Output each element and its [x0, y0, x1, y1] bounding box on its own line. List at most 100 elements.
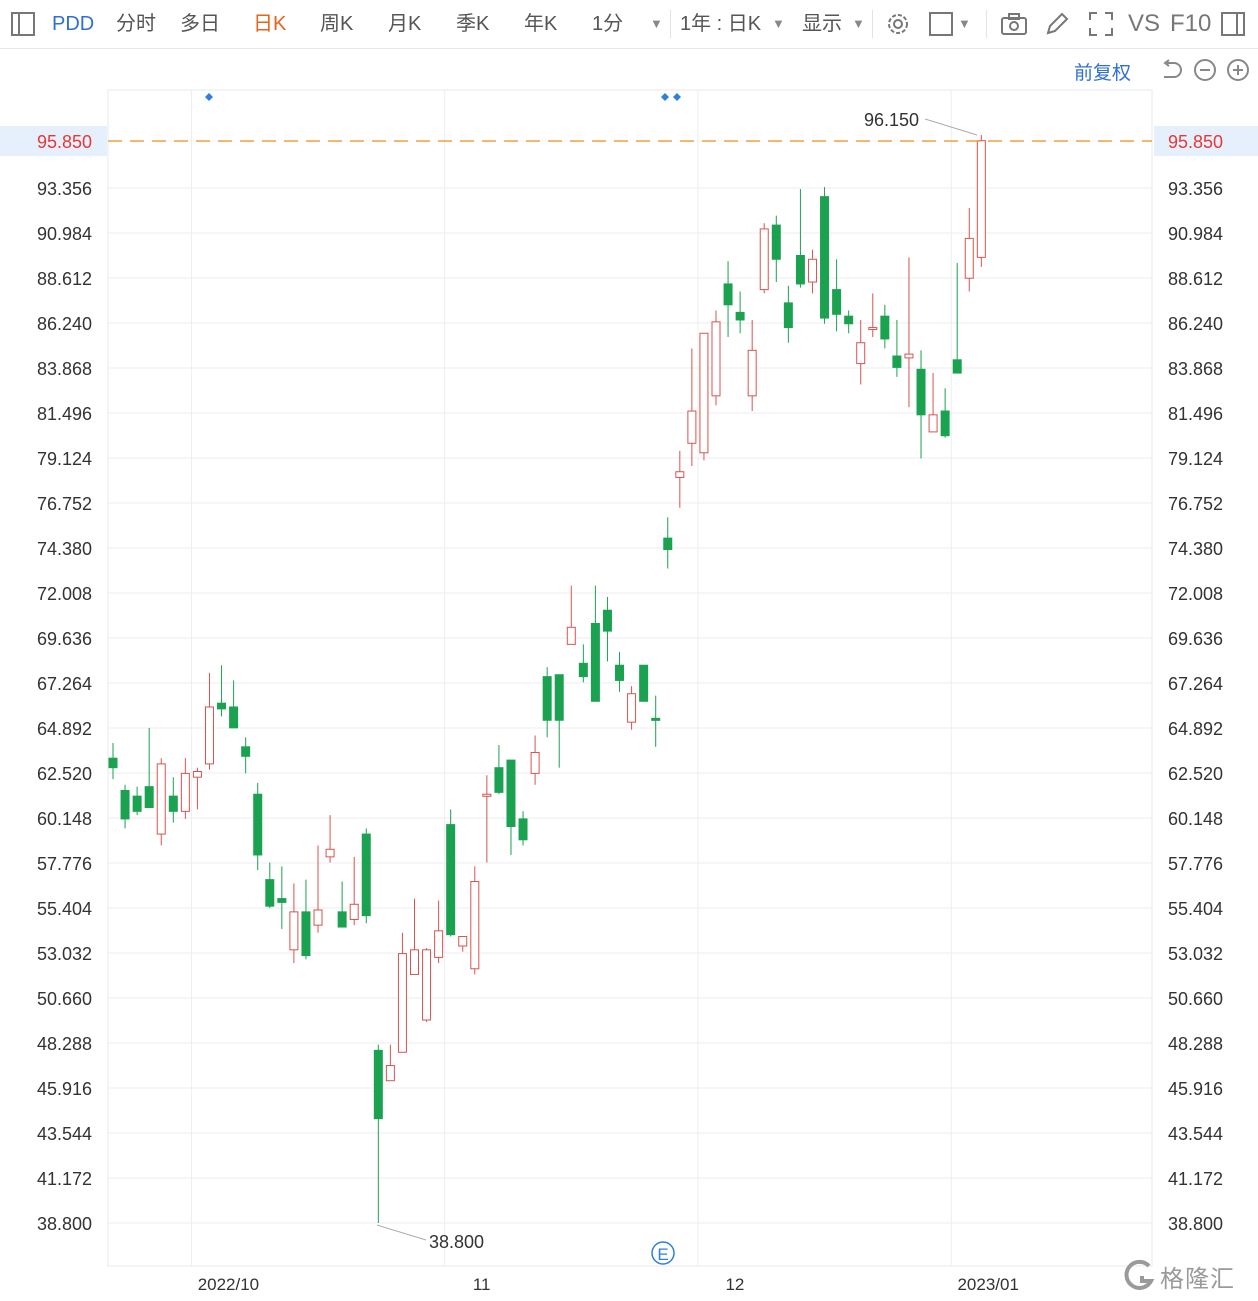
candle[interactable]	[289, 883, 299, 964]
tab-yearly-k[interactable]: 年K	[524, 13, 558, 35]
candle[interactable]	[120, 784, 130, 829]
candle[interactable]	[385, 1044, 395, 1082]
candle[interactable]	[916, 350, 926, 459]
camera-icon[interactable]	[1000, 0, 1028, 48]
candle[interactable]	[446, 809, 456, 937]
candle[interactable]	[313, 845, 323, 933]
candle[interactable]	[723, 261, 733, 338]
tab-monthly-k[interactable]: 月K	[388, 13, 422, 35]
tab-1-minute[interactable]: 1分	[592, 13, 624, 35]
candle[interactable]	[458, 936, 468, 952]
candle[interactable]	[554, 674, 564, 768]
undo-icon[interactable]	[1160, 58, 1184, 87]
candle[interactable]	[337, 881, 347, 928]
candle[interactable]	[783, 285, 793, 343]
candle[interactable]	[108, 743, 118, 780]
candle[interactable]	[217, 665, 227, 717]
candle[interactable]	[397, 932, 407, 1053]
candle[interactable]	[687, 348, 697, 467]
candle[interactable]	[506, 759, 516, 855]
candle[interactable]	[735, 291, 745, 334]
candle[interactable]	[156, 758, 166, 846]
candle[interactable]	[542, 667, 552, 738]
pencil-icon[interactable]	[1044, 0, 1070, 48]
chevron-down-icon[interactable]: ▼	[650, 16, 663, 31]
candle[interactable]	[578, 644, 588, 683]
candle[interactable]	[747, 319, 757, 412]
candle[interactable]	[880, 304, 890, 349]
candle[interactable]	[711, 310, 721, 406]
candle[interactable]	[952, 263, 962, 374]
adjust-mode-button[interactable]: 前复权	[1074, 63, 1132, 84]
gear-icon[interactable]	[884, 0, 912, 48]
candle[interactable]	[940, 388, 950, 438]
candle[interactable]	[675, 450, 685, 508]
candle[interactable]	[204, 672, 214, 770]
candle[interactable]	[301, 879, 311, 960]
candle[interactable]	[349, 856, 359, 926]
candle[interactable]	[663, 517, 673, 569]
candle[interactable]	[241, 737, 251, 774]
candle[interactable]	[976, 135, 986, 267]
chevron-down-icon[interactable]: ▼	[772, 16, 785, 31]
candle[interactable]	[832, 259, 842, 332]
zoom-in-icon[interactable]	[1226, 58, 1250, 87]
candle[interactable]	[229, 680, 239, 729]
tab-multi-day[interactable]: 多日	[180, 13, 220, 35]
candle[interactable]	[410, 898, 419, 975]
chevron-down-icon[interactable]: ▼	[958, 16, 971, 31]
candle[interactable]	[518, 811, 528, 846]
candle[interactable]	[771, 215, 781, 283]
candle[interactable]	[566, 585, 576, 645]
candle[interactable]	[904, 257, 914, 408]
fullscreen-icon[interactable]	[1088, 0, 1114, 48]
candle[interactable]	[795, 189, 805, 288]
candle[interactable]	[639, 664, 649, 702]
candle[interactable]	[651, 695, 661, 747]
candle[interactable]	[590, 585, 600, 702]
candle[interactable]	[928, 373, 938, 433]
chevron-down-icon[interactable]: ▼	[852, 16, 865, 31]
candle[interactable]	[627, 686, 637, 730]
sidebar-toggle-icon[interactable]	[10, 0, 36, 48]
candle[interactable]	[144, 727, 154, 809]
candle[interactable]	[180, 758, 190, 819]
f10-button[interactable]: F10	[1170, 10, 1212, 37]
candle[interactable]	[964, 208, 974, 292]
range-select[interactable]: 1年 : 日K	[680, 13, 762, 35]
candle[interactable]	[530, 735, 540, 785]
candle[interactable]	[482, 775, 492, 863]
candle[interactable]	[361, 828, 371, 924]
candle[interactable]	[892, 319, 902, 377]
candle[interactable]	[699, 332, 709, 461]
candle[interactable]	[494, 744, 504, 795]
candle[interactable]	[602, 596, 612, 662]
candle[interactable]	[373, 1044, 383, 1223]
candle[interactable]	[844, 310, 854, 334]
candle[interactable]	[868, 293, 878, 338]
panel-toggle-icon[interactable]	[1220, 0, 1246, 48]
candle[interactable]	[277, 866, 287, 929]
candle[interactable]	[422, 947, 432, 1022]
event-marker-diamond[interactable]	[205, 93, 213, 101]
event-marker-diamond[interactable]	[673, 93, 681, 101]
tab-weekly-k[interactable]: 周K	[320, 13, 354, 35]
candle[interactable]	[325, 815, 335, 863]
candle[interactable]	[807, 249, 817, 294]
candle[interactable]	[856, 319, 866, 385]
candle[interactable]	[132, 786, 142, 816]
candle[interactable]	[434, 900, 444, 964]
candle[interactable]	[253, 782, 263, 871]
candle[interactable]	[820, 187, 830, 324]
candle[interactable]	[168, 777, 178, 823]
candle[interactable]	[265, 862, 275, 909]
tab-daily-k[interactable]: 日K	[253, 13, 287, 35]
candle[interactable]	[192, 767, 202, 810]
tab-minute[interactable]: 分时	[116, 13, 156, 35]
compare-button[interactable]: VS	[1128, 10, 1161, 37]
event-marker-diamond[interactable]	[661, 93, 669, 101]
square-shape-icon[interactable]	[928, 0, 954, 48]
zoom-out-icon[interactable]	[1193, 58, 1217, 87]
candle[interactable]	[615, 651, 625, 692]
